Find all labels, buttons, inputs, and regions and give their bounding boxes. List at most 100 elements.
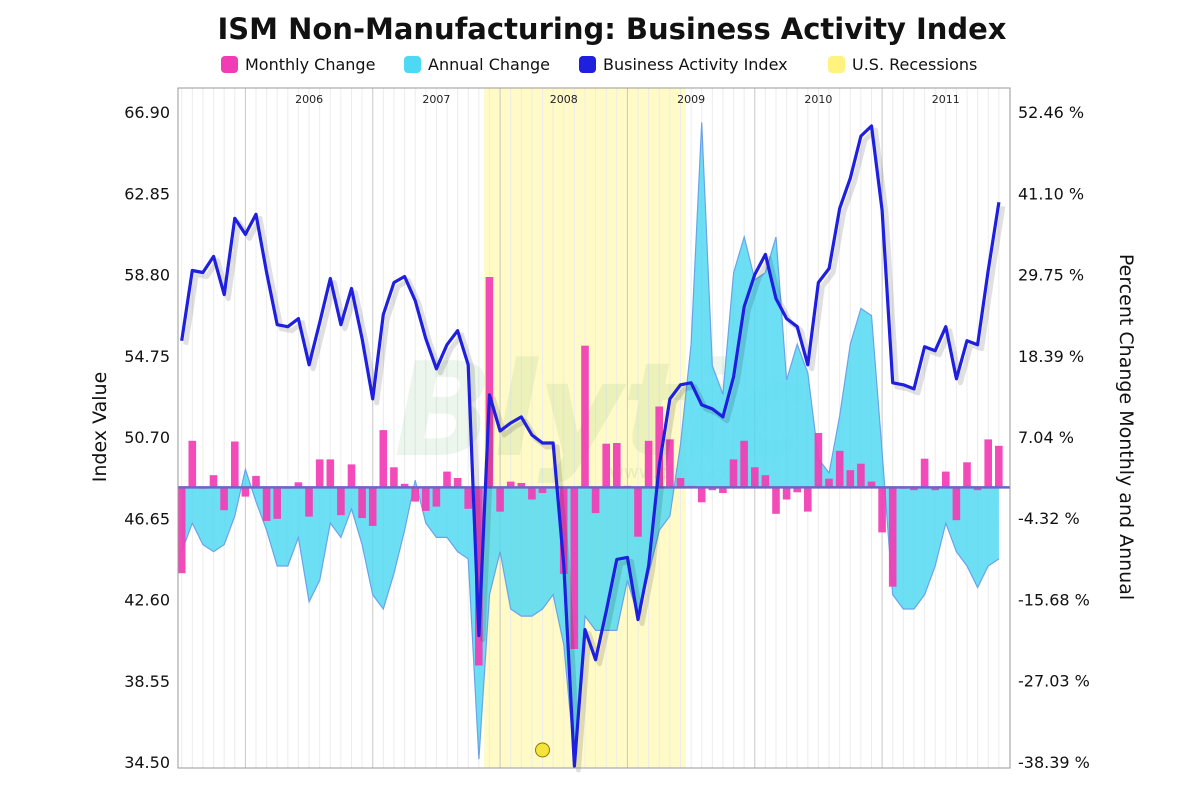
- legend: Monthly Change Annual Change Business Ac…: [221, 55, 977, 74]
- monthly-change-bar: [570, 487, 579, 649]
- monthly-change-bar: [942, 471, 950, 488]
- year-label: 2010: [804, 93, 832, 106]
- right-axis-ticks: 52.46 % 41.10 % 29.75 % 18.39 % 7.04 % -4.32 …: [1018, 103, 1090, 772]
- monthly-change-bar: [252, 475, 260, 488]
- right-tick-label: 29.75 %: [1018, 266, 1084, 285]
- monthly-change-bar: [262, 487, 271, 521]
- legend-swatch-us-recessions: [828, 56, 845, 73]
- monthly-change-bar: [506, 481, 515, 488]
- monthly-change-bar: [708, 487, 717, 491]
- monthly-change-bar: [655, 406, 663, 488]
- monthly-change-bar: [857, 463, 865, 488]
- monthly-change-bar: [209, 475, 218, 488]
- monthly-change-bar: [305, 487, 313, 517]
- left-tick-label: 50.70: [124, 428, 170, 447]
- year-label: 2011: [932, 93, 960, 106]
- monthly-change-bar: [411, 487, 419, 502]
- left-tick-label: 34.50: [124, 753, 170, 772]
- monthly-change-bar: [666, 439, 674, 488]
- business-activity-index-line: [180, 124, 1006, 773]
- monthly-change-bar: [761, 475, 770, 488]
- monthly-change-bar: [368, 487, 377, 526]
- monthly-change-bar: [634, 487, 642, 537]
- right-tick-label: 52.46 %: [1018, 103, 1084, 122]
- right-tick-label: -4.32 %: [1018, 509, 1080, 528]
- monthly-change-bar: [676, 478, 685, 488]
- year-label: 2008: [550, 93, 578, 106]
- monthly-change-bar: [273, 487, 281, 519]
- left-axis-title: Index Value: [89, 372, 111, 483]
- monthly-change-bar: [804, 487, 812, 512]
- monthly-change-bar: [740, 440, 748, 488]
- monthly-change-bar: [697, 487, 706, 503]
- monthly-change-bar: [952, 487, 961, 521]
- year-labels: 2006 2007 2008 2009 2010 2011: [295, 93, 960, 106]
- monthly-change-bar: [538, 487, 547, 493]
- monthly-change-bar: [294, 482, 303, 488]
- left-tick-label: 46.65: [124, 509, 170, 528]
- monthly-change-bar: [517, 483, 526, 488]
- annual-change-area: [181, 122, 1000, 760]
- footnote-marker: [535, 742, 550, 758]
- monthly-change-bar: [888, 487, 897, 587]
- monthly-change-bar: [591, 487, 600, 514]
- monthly-change-bar: [432, 487, 441, 507]
- legend-label-monthly-change: Monthly Change: [245, 55, 375, 74]
- monthly-change-bar: [793, 487, 801, 493]
- monthly-change-bar: [729, 459, 738, 488]
- monthly-change-bar: [315, 459, 324, 488]
- monthly-change-bar: [613, 443, 621, 488]
- monthly-change-bar: [443, 471, 451, 488]
- legend-label-annual-change: Annual Change: [428, 55, 550, 74]
- monthly-change-bar: [814, 433, 823, 488]
- monthly-change-bar: [602, 443, 610, 488]
- monthly-change-bar: [825, 478, 833, 488]
- left-tick-label: 42.60: [124, 591, 170, 610]
- monthly-change-bar: [782, 487, 791, 500]
- monthly-change-bar: [485, 277, 494, 488]
- monthly-change-bar: [496, 487, 504, 512]
- legend-swatch-monthly-change: [221, 56, 238, 73]
- monthly-change-bar: [878, 487, 886, 533]
- monthly-change-bar: [581, 345, 589, 488]
- monthly-change-bar: [984, 439, 992, 488]
- monthly-change-bar: [719, 487, 727, 493]
- right-tick-label: -38.39 %: [1018, 753, 1090, 772]
- monthly-change-bar: [422, 487, 430, 511]
- monthly-change-bar: [931, 487, 939, 491]
- monthly-change-bar: [231, 441, 239, 488]
- index-line-shadow: [183, 127, 1006, 773]
- monthly-change-bar: [475, 487, 483, 666]
- monthly-change-bar: [400, 483, 409, 488]
- monthly-change-bar: [751, 467, 759, 488]
- right-tick-label: 7.04 %: [1018, 428, 1074, 447]
- monthly-change-bar: [464, 487, 472, 509]
- monthly-change-bar: [772, 487, 780, 514]
- monthly-change-bar: [188, 440, 197, 488]
- legend-swatch-business-activity-index: [579, 56, 596, 73]
- left-tick-label: 66.90: [124, 103, 170, 122]
- annual-change-outline: [181, 122, 1000, 760]
- monthly-change-bar: [835, 450, 844, 488]
- right-tick-label: -27.03 %: [1018, 672, 1090, 691]
- plot-border: [177, 87, 1011, 769]
- chart-title: ISM Non-Manufacturing: Business Activity…: [217, 12, 1006, 46]
- monthly-change-bar: [846, 470, 855, 488]
- legend-label-us-recessions: U.S. Recessions: [852, 55, 977, 74]
- right-tick-label: -15.68 %: [1018, 591, 1090, 610]
- left-tick-label: 58.80: [124, 266, 170, 285]
- monthly-change-bar: [644, 440, 653, 488]
- year-label: 2006: [295, 93, 323, 106]
- left-tick-label: 54.75: [124, 347, 170, 366]
- monthly-change-bar: [963, 462, 971, 488]
- left-tick-label: 62.85: [124, 184, 170, 203]
- monthly-change-bar: [528, 487, 536, 500]
- monthly-change-bar: [326, 459, 335, 488]
- left-axis-ticks: 66.90 62.85 58.80 54.75 50.70 46.65 42.60 38.55…: [124, 103, 170, 772]
- monthly-change-bar: [559, 487, 568, 574]
- legend-swatch-annual-change: [404, 56, 421, 73]
- monthly-change-bar: [995, 445, 1003, 488]
- monthly-change-bar: [177, 487, 186, 574]
- monthly-change-bar: [867, 481, 876, 488]
